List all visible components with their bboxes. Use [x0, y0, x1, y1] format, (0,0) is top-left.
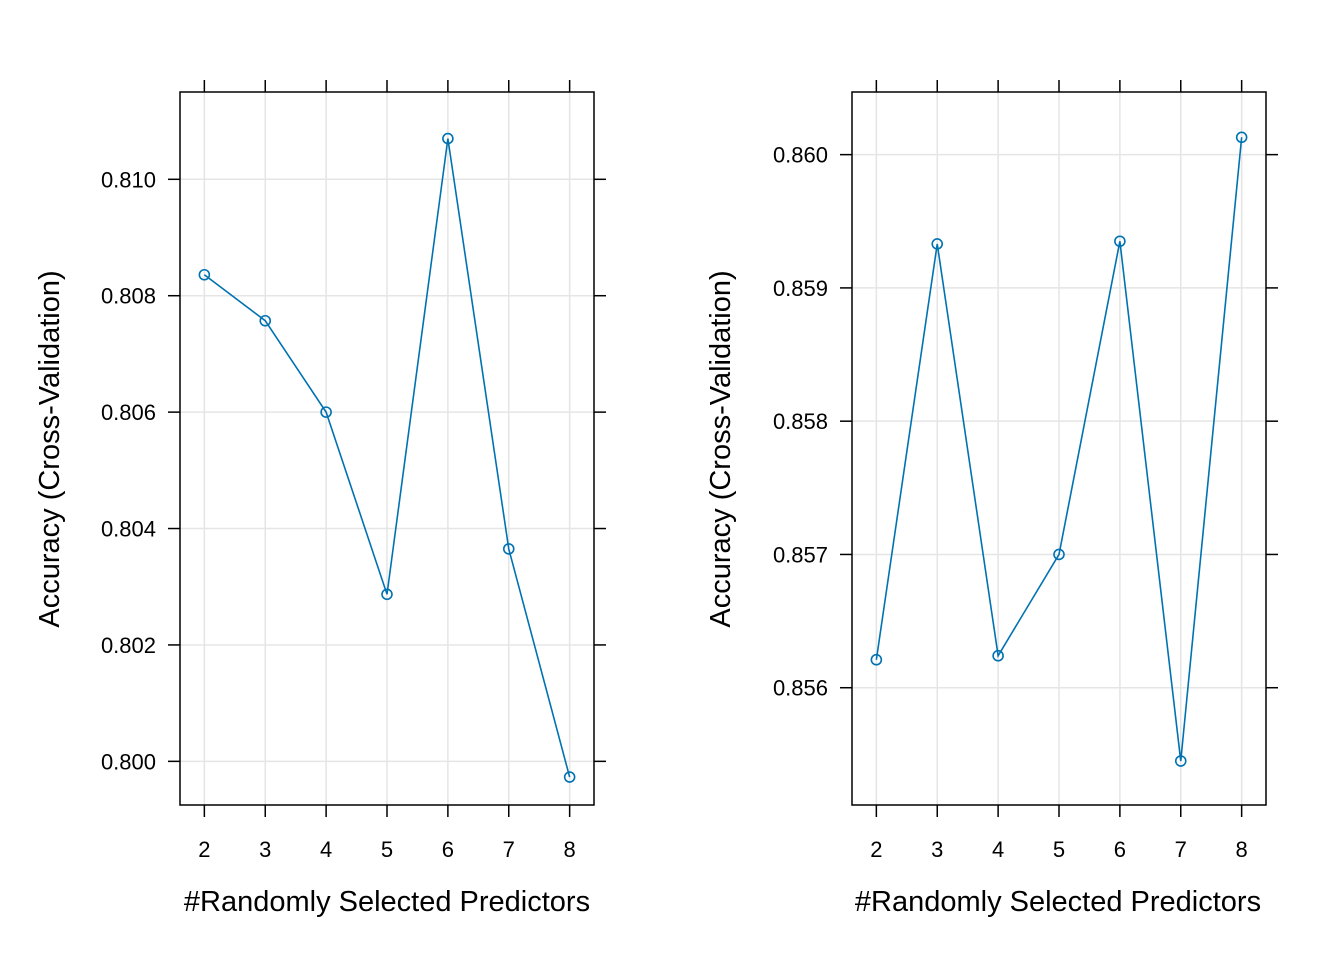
- x-tick-label: 7: [503, 837, 515, 862]
- series-line: [875, 137, 1243, 762]
- y-tick-label: 0.810: [101, 167, 156, 192]
- x-tick-label: 3: [259, 837, 271, 862]
- x-tick-label: 7: [1175, 837, 1187, 862]
- data-point: [320, 406, 332, 418]
- data-point: [1235, 131, 1248, 144]
- y-tick-label: 0.857: [773, 542, 828, 567]
- y-axis-label: Accuracy (Cross-Validation): [705, 270, 737, 627]
- x-tick-label: 6: [1114, 837, 1126, 862]
- y-tick-label: 0.858: [773, 409, 828, 434]
- data-point: [259, 314, 272, 327]
- x-axis-label: #Randomly Selected Predictors: [184, 886, 590, 918]
- data-point: [1053, 548, 1065, 561]
- x-tick-label: 2: [198, 837, 210, 862]
- x-tick-label: 8: [564, 837, 576, 862]
- x-tick-label: 6: [442, 837, 454, 862]
- y-tick-label: 0.859: [773, 276, 828, 301]
- y-tick-label: 0.856: [773, 676, 828, 701]
- y-axis-label: Accuracy (Cross-Validation): [34, 270, 66, 627]
- data-point: [870, 653, 883, 666]
- series: [870, 131, 1248, 767]
- axes-frame: [840, 80, 1278, 817]
- data-point: [1114, 235, 1126, 248]
- data-point: [992, 649, 1004, 662]
- y-tick-label: 0.802: [101, 633, 156, 658]
- y-tick-label: 0.808: [101, 284, 156, 309]
- x-tick-label: 4: [320, 837, 332, 862]
- data-point: [931, 238, 944, 250]
- tick-labels: 2 3 4 5 6 7 8 0.800 0.802 0.804 0.806 0.808 0.810: [101, 167, 576, 862]
- x-tick-label: 8: [1236, 837, 1248, 862]
- x-tick-label: 2: [870, 837, 882, 862]
- x-tick-label: 4: [992, 837, 1004, 862]
- data-point: [198, 268, 211, 281]
- x-axis-label: #Randomly Selected Predictors: [855, 886, 1261, 918]
- y-tick-label: 0.804: [101, 517, 156, 542]
- data-point: [442, 132, 454, 145]
- data-point: [1174, 755, 1187, 767]
- data-point: [502, 543, 515, 555]
- data-point: [381, 588, 393, 601]
- grid: [180, 92, 594, 805]
- panel-right: 2 3 4 5 6 7 8 0.856 0.857 0.858 0.859 0.860 #Random…: [705, 80, 1278, 918]
- axes-frame: [168, 80, 606, 817]
- series-line: [203, 138, 571, 778]
- series: [198, 132, 576, 783]
- data-point: [563, 771, 576, 783]
- y-tick-label: 0.806: [101, 400, 156, 425]
- y-tick-label: 0.800: [101, 749, 156, 774]
- x-tick-label: 5: [381, 837, 393, 862]
- tick-labels: 2 3 4 5 6 7 8 0.856 0.857 0.858 0.859 0.860: [773, 143, 1248, 862]
- panel-left: 2 3 4 5 6 7 8 0.800 0.802 0.804 0.806 0.808 0.810 #R…: [34, 80, 606, 918]
- x-tick-label: 3: [931, 837, 943, 862]
- x-tick-label: 5: [1053, 837, 1065, 862]
- y-tick-label: 0.860: [773, 143, 828, 168]
